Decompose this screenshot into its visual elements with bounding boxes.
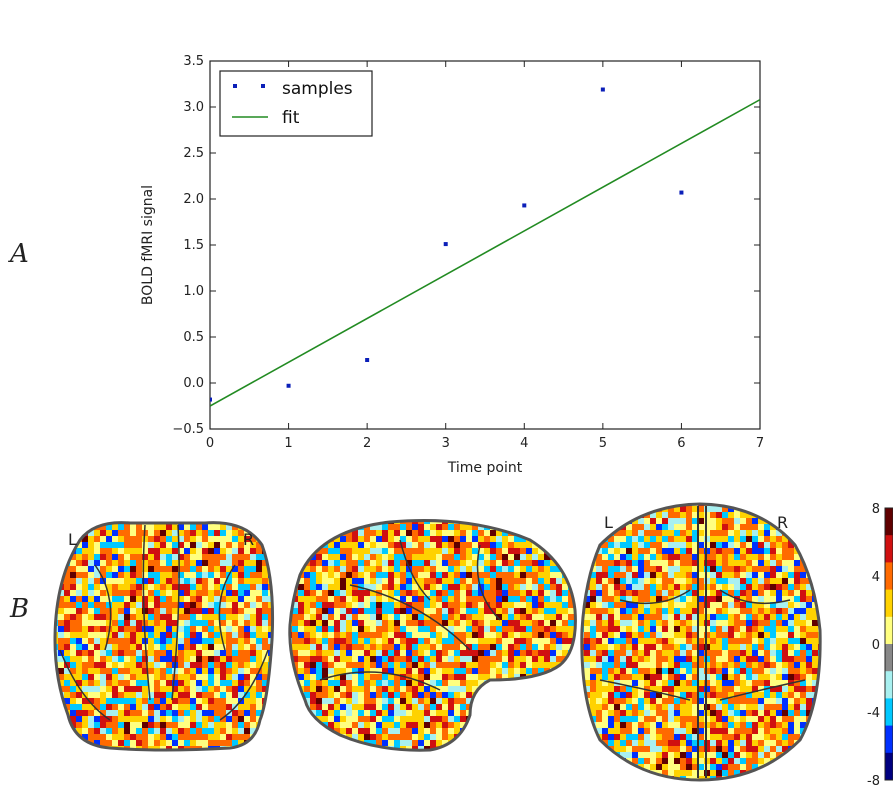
x-tick-label: 1 <box>284 436 292 451</box>
colorbar-tick-label: 0 <box>872 638 880 653</box>
sample-point <box>365 358 370 362</box>
fit-line <box>210 98 760 407</box>
colorbar-strip <box>885 508 893 781</box>
legend-samples-marker <box>261 84 265 88</box>
y-tick-label: 0.0 <box>183 376 204 391</box>
x-tick-label: 0 <box>206 436 214 451</box>
brain-top-sulci <box>599 589 806 701</box>
colorbar-segment <box>885 671 893 699</box>
brain-side-sulci <box>319 539 501 691</box>
y-axis-label: BOLD fMRI signal <box>140 185 156 305</box>
colorbar-segment <box>885 698 893 727</box>
x-tick-label: 5 <box>599 436 607 451</box>
x-tick-label: 2 <box>363 436 371 451</box>
colorbar: 8 4 0 -4 -8 <box>867 502 893 787</box>
x-tick-label: 6 <box>677 436 685 451</box>
colorbar-segment <box>885 616 893 645</box>
panel-letter-b: B <box>9 594 29 624</box>
x-tick-label: 3 <box>442 436 450 451</box>
top-left-label: L <box>604 513 613 532</box>
sample-point <box>679 190 684 195</box>
x-axis-label: Time point <box>447 460 523 476</box>
sample-point <box>600 87 605 92</box>
legend-samples-marker <box>233 84 237 88</box>
brain-side-outline <box>288 519 577 752</box>
y-tick-label: 3.0 <box>183 100 204 115</box>
colorbar-labels: 8 4 0 -4 -8 <box>867 502 880 787</box>
front-left-label: L <box>68 530 77 549</box>
legend-box <box>219 70 373 137</box>
y-tick-label: 1.5 <box>183 238 204 253</box>
legend-samples-label: samples <box>282 79 353 99</box>
brain-top-heatmap <box>581 504 821 780</box>
colorbar-tick-label: -4 <box>867 706 880 721</box>
legend-fit-label: fit <box>282 108 300 128</box>
sample-point <box>522 203 527 208</box>
colorbar-segment <box>885 535 893 563</box>
sample-point <box>286 383 291 388</box>
colorbar-segment <box>885 562 893 591</box>
colorbar-tick-label: 8 <box>872 502 880 517</box>
sample-point <box>210 397 212 402</box>
brain-front-view: L R <box>53 521 275 752</box>
y-axis-ticks: −0.5 0.0 0.5 1.0 1.5 2.0 2.5 3.0 3.5 <box>172 54 760 437</box>
brain-front-outline <box>53 521 275 752</box>
legend: samples fit <box>219 70 373 137</box>
colorbar-segment <box>885 589 893 618</box>
brain-top-midline <box>697 506 707 778</box>
y-tick-label: 2.5 <box>183 146 204 161</box>
colorbar-segment <box>885 508 893 536</box>
y-tick-label: 1.0 <box>183 284 204 299</box>
top-right-label: R <box>777 513 788 532</box>
series-layer <box>210 87 760 407</box>
brain-front-heatmap <box>55 522 273 750</box>
colorbar-segment <box>885 725 893 754</box>
brain-side-view <box>288 519 577 752</box>
brain-front-sulci <box>59 524 269 721</box>
y-tick-label: −0.5 <box>172 422 204 437</box>
x-tick-label: 4 <box>520 436 528 451</box>
x-tick-label: 7 <box>756 436 764 451</box>
colorbar-frame <box>884 507 893 781</box>
colorbar-tick-label: 4 <box>872 570 880 585</box>
colorbar-segment <box>885 752 893 781</box>
y-tick-label: 0.5 <box>183 330 204 345</box>
scatter-chart: 0 1 2 3 4 5 6 7 −0.5 0.0 0.5 1.0 1.5 2.0 2.5 3.0 3.5 Ti… <box>140 54 764 476</box>
sample-point <box>443 242 448 247</box>
y-tick-label: 2.0 <box>183 192 204 207</box>
x-axis-ticks: 0 1 2 3 4 5 6 7 <box>206 61 764 451</box>
brain-top-view: L R <box>580 502 822 782</box>
colorbar-segment <box>885 644 893 672</box>
y-tick-label: 3.5 <box>183 54 204 69</box>
front-right-label: R <box>243 530 254 549</box>
colorbar-tick-label: -8 <box>867 774 880 787</box>
brain-top-outline <box>580 502 822 782</box>
panel-letter-a: A <box>8 239 29 269</box>
